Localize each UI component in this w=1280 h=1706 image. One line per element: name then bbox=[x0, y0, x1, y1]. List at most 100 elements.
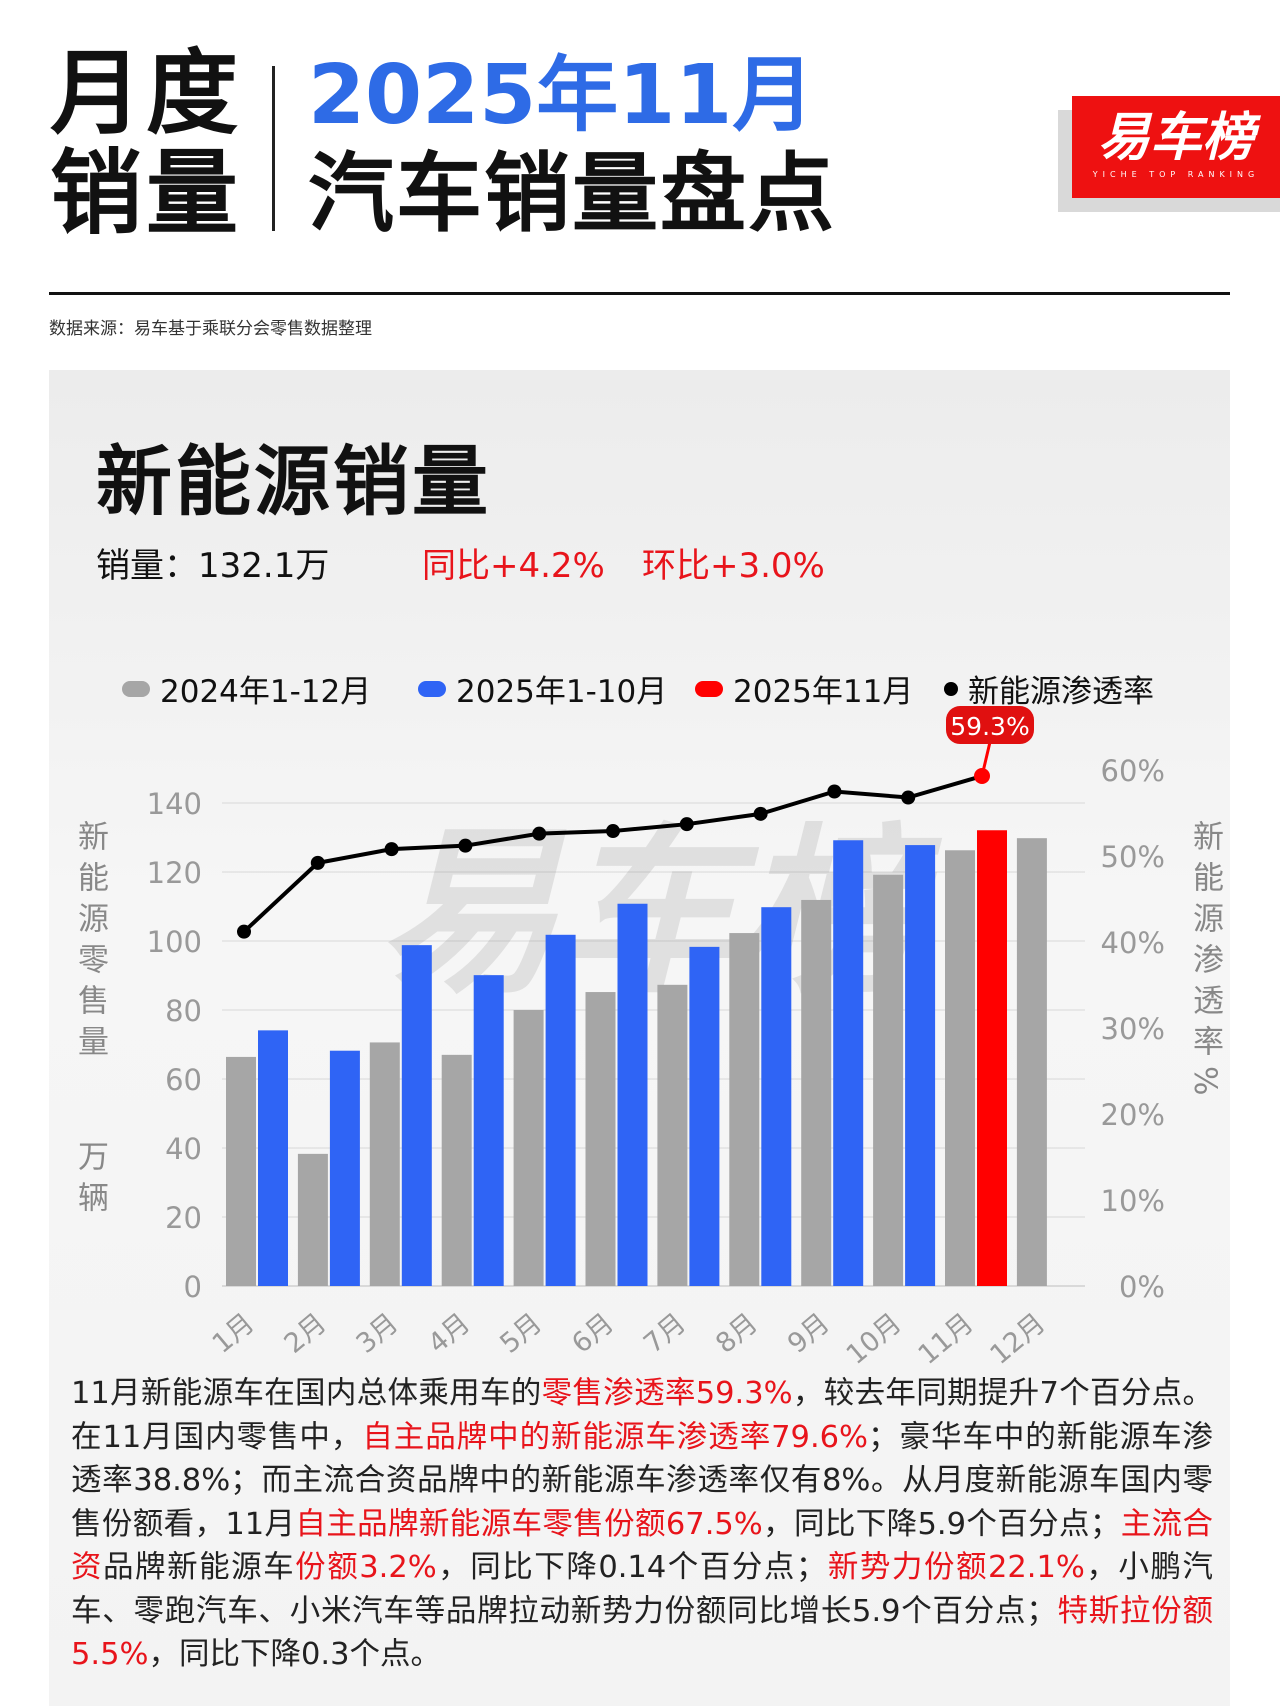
legend-label: 2024年1-12月 bbox=[160, 674, 372, 710]
legend-item-2025-nov: 2025年11月 bbox=[695, 666, 913, 711]
penetration-point bbox=[679, 817, 694, 832]
x-tick-label: 2月 bbox=[279, 1308, 333, 1360]
body-text: 品牌新能源车 bbox=[103, 1550, 296, 1585]
legend-swatch-black bbox=[944, 681, 958, 696]
y-tick-right: 50% bbox=[1101, 840, 1165, 874]
y-tick-right: 10% bbox=[1101, 1184, 1165, 1218]
bar-2024 bbox=[801, 899, 832, 1286]
bar-2024 bbox=[873, 874, 904, 1286]
bar-2025 bbox=[617, 903, 648, 1286]
penetration-point bbox=[606, 824, 620, 839]
y-tick-left: 140 bbox=[147, 787, 202, 821]
bar-2024 bbox=[226, 1056, 256, 1286]
x-tick-label: 8月 bbox=[710, 1308, 764, 1360]
penetration-point bbox=[827, 784, 842, 799]
y-tick-right: 20% bbox=[1101, 1098, 1165, 1132]
header-left-title: 月度 销量 bbox=[50, 44, 270, 244]
penetration-point bbox=[901, 790, 916, 805]
body-text: ；豪华车中的新能源车渗透率38.8%；而主流合资品牌中的新能源车渗透率仅有8%。… bbox=[71, 1419, 1214, 1542]
header-year-month: 2025年11月 bbox=[308, 48, 815, 143]
callout-bubble bbox=[946, 706, 1034, 745]
y-tick-right: 40% bbox=[1101, 926, 1165, 960]
y-axis-right-title: 新能源渗透率% bbox=[1187, 820, 1223, 1106]
sales-total: 销量：132.1万 bbox=[96, 546, 330, 586]
bar-2025 bbox=[473, 975, 504, 1286]
x-tick-label: 7月 bbox=[638, 1308, 692, 1360]
bar-2024 bbox=[369, 1042, 400, 1286]
legend-label: 2025年11月 bbox=[733, 674, 914, 710]
bar-2024 bbox=[441, 1054, 472, 1286]
penetration-point bbox=[237, 924, 251, 939]
penetration-point bbox=[753, 806, 768, 821]
x-tick-label: 6月 bbox=[566, 1308, 620, 1360]
y-axis-left-title: 新能源零售量 bbox=[72, 820, 108, 1066]
bar-2025 bbox=[401, 945, 432, 1286]
body-text: ，较去年同期提升7个百分点。在11月国内零售中， bbox=[71, 1376, 1213, 1455]
legend-item-2024: 2024年1-12月 bbox=[122, 666, 371, 711]
legend-item-2025-jan-oct: 2025年1-10月 bbox=[418, 666, 667, 711]
highlight-text: 自主品牌新能源车零售份额67.5% bbox=[295, 1506, 763, 1542]
bar-2024 bbox=[297, 1153, 328, 1286]
callout-leader bbox=[980, 741, 992, 777]
logo-tagline: YICHE TOP RANKING bbox=[1092, 170, 1260, 179]
penetration-point bbox=[458, 838, 473, 853]
legend-label: 新能源渗透率 bbox=[968, 674, 1154, 710]
highlight-text: 份额3.2% bbox=[295, 1550, 437, 1585]
body-text: ，同比下降5.9个百分点； bbox=[762, 1506, 1121, 1542]
body-text: ，同比下降0.3个点。 bbox=[148, 1637, 442, 1672]
logo-text: 易车榜 bbox=[1097, 108, 1254, 168]
analysis-paragraph: 11月新能源车在国内总体乘用车的零售渗透率59.3%，较去年同期提升7个百分点。… bbox=[71, 1372, 1213, 1677]
y-tick-right: 0% bbox=[1119, 1270, 1165, 1304]
header-subtitle: 汽车销量盘点 bbox=[308, 144, 836, 244]
bar-2025 bbox=[689, 946, 720, 1286]
bar-2025 bbox=[329, 1050, 360, 1286]
x-tick-label: 3月 bbox=[351, 1308, 405, 1360]
x-tick-label: 11月 bbox=[913, 1308, 980, 1371]
bar-2024 bbox=[1016, 838, 1047, 1286]
body-text: 11月新能源车在国内总体乘用车的 bbox=[71, 1376, 542, 1411]
legend-item-penetration: 新能源渗透率 bbox=[944, 666, 1154, 711]
legend-swatch-gray bbox=[122, 680, 150, 697]
bar-2024 bbox=[657, 984, 688, 1286]
bar-2025-nov bbox=[977, 830, 1007, 1286]
highlight-text: 特斯拉份额5.5% bbox=[71, 1593, 1213, 1673]
x-tick-label: 4月 bbox=[422, 1308, 476, 1360]
header-left-line1: 月度 bbox=[50, 40, 243, 147]
header-left-line2: 销量 bbox=[50, 140, 243, 247]
y-tick-left: 60 bbox=[165, 1063, 202, 1097]
x-tick-label: 10月 bbox=[841, 1308, 908, 1371]
bar-2025 bbox=[258, 1030, 288, 1286]
bar-2024 bbox=[945, 850, 975, 1286]
bar-2025 bbox=[905, 845, 936, 1286]
y-axis-left-unit: 万辆 bbox=[72, 1140, 108, 1222]
x-tick-label: 1月 bbox=[207, 1308, 261, 1360]
legend-swatch-red bbox=[695, 680, 723, 697]
bar-2024 bbox=[513, 1010, 544, 1286]
bar-2025 bbox=[545, 934, 576, 1286]
section-title: 新能源销量 bbox=[96, 437, 491, 526]
body-text: ，小鹏汽车、零跑汽车、小米汽车等品牌拉动新势力份额同比增长5.9个百分点； bbox=[71, 1550, 1213, 1629]
header-divider bbox=[272, 66, 275, 231]
body-text: ，同比下降0.14个百分点； bbox=[436, 1550, 827, 1585]
y-tick-left: 20 bbox=[165, 1201, 202, 1235]
penetration-point bbox=[384, 842, 399, 857]
header-rule bbox=[49, 292, 1230, 295]
x-tick-label: 12月 bbox=[984, 1308, 1051, 1371]
y-tick-left: 80 bbox=[165, 994, 202, 1028]
y-tick-right: 30% bbox=[1101, 1012, 1165, 1046]
bar-2025 bbox=[833, 840, 864, 1286]
yoy-change: 同比+4.2% bbox=[422, 546, 605, 586]
highlight-text: 自主品牌中的新能源车渗透率79.6% bbox=[362, 1419, 869, 1455]
highlight-text: 零售渗透率59.3% bbox=[541, 1376, 793, 1411]
penetration-point bbox=[310, 855, 325, 870]
x-tick-label: 5月 bbox=[494, 1308, 548, 1360]
yiche-logo: 易车榜 YICHE TOP RANKING bbox=[1072, 96, 1280, 198]
x-tick-label: 9月 bbox=[782, 1308, 836, 1360]
penetration-point bbox=[532, 826, 547, 841]
legend-label: 2025年1-10月 bbox=[456, 674, 668, 710]
bar-2025 bbox=[761, 907, 792, 1286]
y-tick-right: 60% bbox=[1101, 754, 1165, 788]
y-tick-left: 120 bbox=[147, 856, 202, 890]
y-tick-left: 100 bbox=[147, 925, 202, 959]
